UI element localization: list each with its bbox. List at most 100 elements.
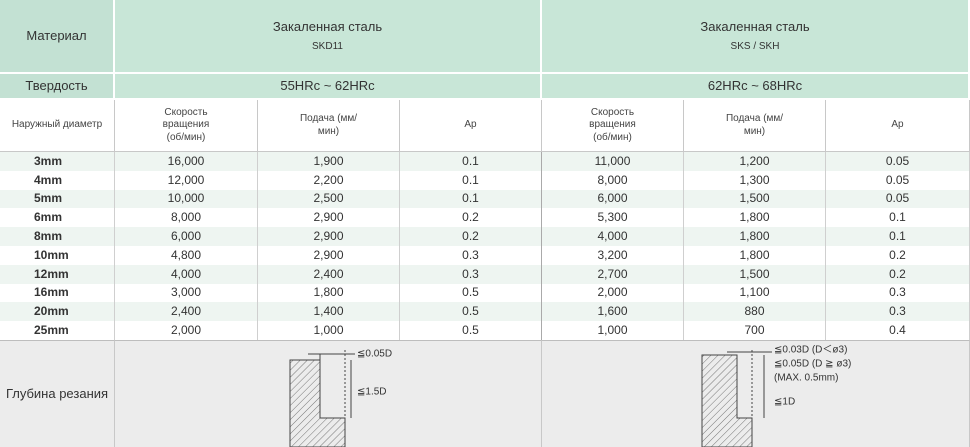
group-grade: SKD11: [312, 40, 343, 52]
column-header: Ap: [400, 100, 542, 152]
diameter-label: Наружный диаметр: [0, 100, 115, 152]
value-cell: 0.4: [826, 321, 970, 340]
value-cell: 0.3: [826, 283, 970, 303]
value-cell: 1,500: [684, 264, 826, 284]
group-title: Закаленная сталь: [700, 18, 810, 34]
workpiece: [289, 359, 346, 447]
column-header: Скорость вращения (об/мин): [542, 100, 684, 152]
value-cell: 6,000: [115, 227, 258, 246]
value-cell: 1,200: [684, 152, 826, 171]
value-cell: 3,200: [542, 246, 684, 265]
column-header: Ap: [826, 100, 970, 152]
hardness-label: Твердость: [0, 74, 115, 100]
depth-diagram-left: ≦0.05D ≦1.5D: [289, 349, 392, 447]
value-cell: 0.3: [826, 302, 970, 322]
value-cell: 0.5: [400, 283, 542, 303]
hardness-value: 55HRc ~ 62HRc: [115, 74, 542, 100]
value-cell: 0.05: [826, 189, 970, 209]
value-cell: 1,800: [684, 208, 826, 228]
diameter: 20mm: [0, 302, 115, 322]
depth-diagram-right: ≦0.03D (D＜ø3) ≦0.05D (D ≧ ø3) (MAX. 0.5m…: [701, 345, 851, 447]
group-title: Закаленная сталь: [272, 18, 383, 34]
value-cell: 6,000: [542, 189, 684, 209]
value-cell: 2,700: [542, 264, 684, 284]
diameter: 25mm: [0, 321, 115, 340]
diameter: 4mm: [0, 170, 115, 190]
value-cell: 1,900: [258, 152, 400, 171]
value-cell: 2,200: [258, 170, 400, 190]
value-cell: 2,400: [258, 264, 400, 284]
value-cell: 0.2: [826, 264, 970, 284]
value-cell: 2,000: [115, 321, 258, 340]
depth-label: ≦1.5D: [357, 387, 387, 398]
value-cell: 0.5: [400, 302, 542, 322]
diameter: 16mm: [0, 283, 115, 303]
value-cell: 4,000: [115, 264, 258, 284]
value-cell: 5,300: [542, 208, 684, 228]
value-cell: 1,800: [684, 227, 826, 246]
value-cell: 0.05: [826, 170, 970, 190]
value-cell: 0.2: [400, 227, 542, 246]
value-cell: 16,000: [115, 152, 258, 171]
depth-label: ≦0.03D (D＜ø3): [774, 345, 847, 356]
value-cell: 2,900: [258, 227, 400, 246]
value-cell: 0.1: [826, 227, 970, 246]
depth-label: ≦1D: [774, 397, 795, 408]
value-cell: 1,100: [684, 283, 826, 303]
depth-label: ≦0.05D: [357, 349, 392, 360]
value-cell: 0.3: [400, 246, 542, 265]
value-cell: 0.3: [400, 264, 542, 284]
value-cell: 2,900: [258, 208, 400, 228]
group-grade: SKS / SKH: [730, 40, 780, 52]
value-cell: 1,000: [542, 321, 684, 340]
value-cell: 2,500: [258, 189, 400, 209]
value-cell: 0.1: [400, 152, 542, 171]
value-cell: 1,400: [258, 302, 400, 322]
diameter: 5mm: [0, 189, 115, 209]
value-cell: 1,000: [258, 321, 400, 340]
value-cell: 2,400: [115, 302, 258, 322]
value-cell: 4,000: [542, 227, 684, 246]
value-cell: 2,900: [258, 246, 400, 265]
value-cell: 700: [684, 321, 826, 340]
value-cell: 0.1: [400, 170, 542, 190]
value-cell: 8,000: [542, 170, 684, 190]
value-cell: 0.5: [400, 321, 542, 340]
value-cell: 0.1: [400, 189, 542, 209]
value-cell: 0.2: [400, 208, 542, 228]
value-cell: 1,300: [684, 170, 826, 190]
depth-label: Глубина резания: [0, 340, 115, 447]
diameter: 12mm: [0, 264, 115, 284]
material-label: Материал: [0, 0, 115, 74]
diameter: 6mm: [0, 208, 115, 228]
value-cell: 1,500: [684, 189, 826, 209]
depth-label: ≦0.05D (D ≧ ø3): [774, 359, 851, 370]
hardness-value: 62HRc ~ 68HRc: [542, 74, 970, 100]
value-cell: 880: [684, 302, 826, 322]
value-cell: 1,800: [684, 246, 826, 265]
value-cell: 8,000: [115, 208, 258, 228]
group-header: Закаленная сталь SKD11: [115, 0, 542, 74]
value-cell: 0.2: [826, 246, 970, 265]
value-cell: 1,800: [258, 283, 400, 303]
value-cell: 11,000: [542, 152, 684, 171]
value-cell: 2,000: [542, 283, 684, 303]
column-header: Подача (мм/мин): [684, 100, 826, 152]
column-header: Скорость вращения (об/мин): [115, 100, 258, 152]
value-cell: 12,000: [115, 170, 258, 190]
value-cell: 1,600: [542, 302, 684, 322]
value-cell: 4,800: [115, 246, 258, 265]
diameter: 3mm: [0, 152, 115, 171]
diameter: 8mm: [0, 227, 115, 246]
value-cell: 0.1: [826, 208, 970, 228]
group-header: Закаленная сталь SKS / SKH: [542, 0, 970, 74]
value-cell: 10,000: [115, 189, 258, 209]
workpiece: [701, 354, 753, 447]
depth-label: (MAX. 0.5mm): [774, 373, 838, 384]
value-cell: 3,000: [115, 283, 258, 303]
depth-cell: [542, 340, 970, 447]
diameter: 10mm: [0, 246, 115, 265]
value-cell: 0.05: [826, 152, 970, 171]
column-header: Подача (мм/мин): [258, 100, 400, 152]
